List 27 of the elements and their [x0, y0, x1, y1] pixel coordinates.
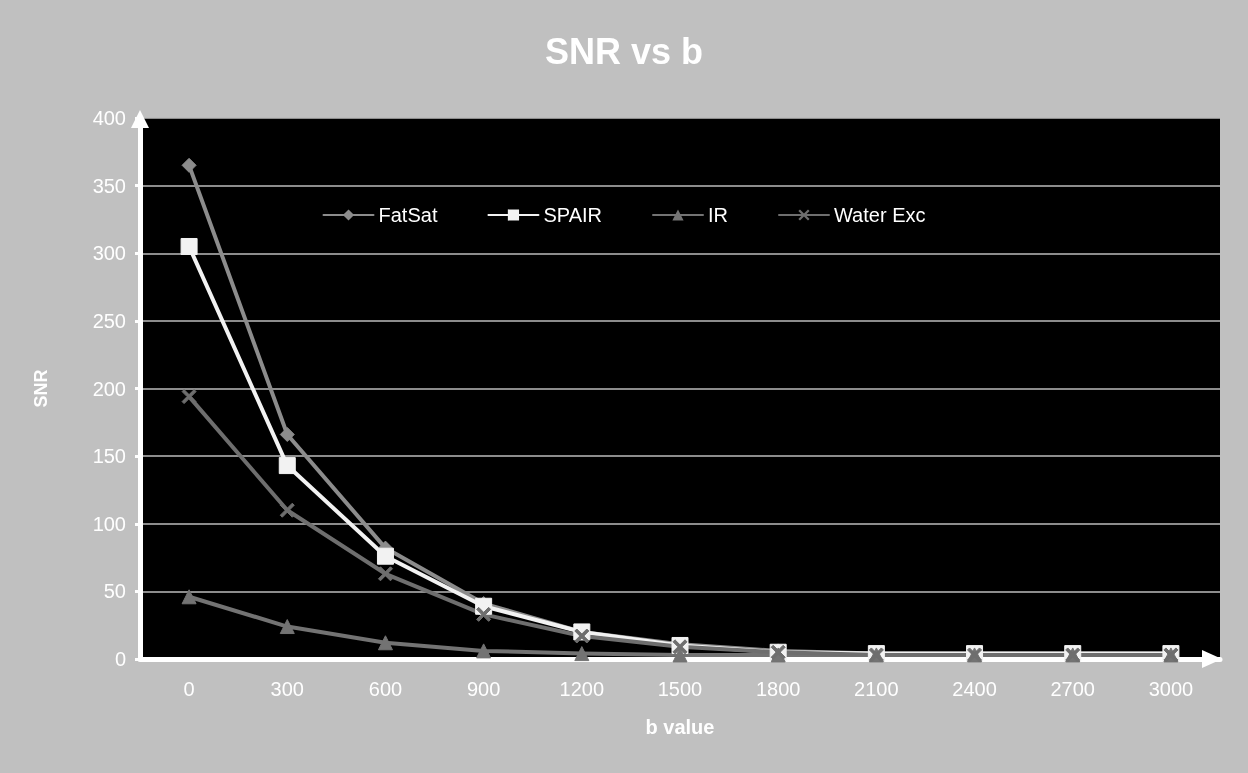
x-tick-label: 600	[368, 678, 403, 700]
x-axis-title: b value	[645, 716, 715, 738]
y-tick-label: 200	[92, 377, 126, 400]
y-tick-label: 150	[92, 445, 126, 468]
y-tick-label: 50	[103, 580, 126, 603]
x-tick-label: 1800	[755, 678, 801, 700]
x-tick-label: 3000	[1148, 678, 1194, 700]
x-tick-label: 1200	[559, 678, 605, 700]
y-tick-label: 0	[114, 648, 126, 670]
x-tick-label: 1500	[657, 678, 703, 700]
y-axis-title: SNR	[31, 369, 51, 408]
legend-label: SPAIR	[543, 204, 602, 226]
x-tick-label: 0	[183, 678, 195, 700]
chart-title: SNR vs b	[544, 30, 704, 72]
y-tick-label: 350	[92, 174, 126, 197]
x-tick-label: 2700	[1050, 678, 1095, 700]
legend-label: Water Exc	[833, 204, 926, 226]
y-tick-label: 100	[92, 512, 126, 535]
legend-label: IR	[707, 204, 728, 226]
x-tick-label: 300	[270, 678, 304, 700]
x-tick-label: 2100	[854, 678, 899, 700]
legend-label: FatSat	[378, 204, 438, 226]
x-tick-label: 2400	[952, 678, 997, 700]
x-tick-label: 900	[466, 678, 501, 700]
y-tick-label: 300	[92, 242, 126, 265]
y-tick-label: 400	[92, 107, 126, 129]
y-tick-label: 250	[92, 309, 126, 332]
